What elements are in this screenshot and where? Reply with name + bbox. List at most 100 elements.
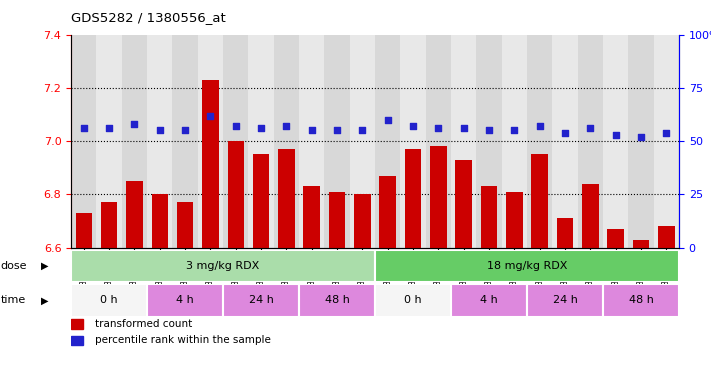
Bar — [151, 194, 168, 384]
Bar — [198, 35, 223, 248]
Text: ▶: ▶ — [41, 261, 49, 271]
Bar — [607, 229, 624, 384]
Bar — [531, 154, 548, 384]
Bar — [552, 35, 577, 248]
Bar — [375, 250, 679, 282]
Bar — [629, 35, 653, 248]
Text: dose: dose — [1, 261, 27, 271]
Bar — [122, 35, 147, 248]
Bar — [430, 146, 447, 384]
Point — [129, 121, 140, 127]
Bar — [71, 319, 83, 329]
Bar — [456, 160, 472, 384]
Text: GDS5282 / 1380556_at: GDS5282 / 1380556_at — [71, 12, 226, 25]
Point — [154, 127, 166, 134]
Bar — [248, 35, 274, 248]
Bar — [223, 35, 248, 248]
Text: 48 h: 48 h — [629, 295, 653, 306]
Point — [534, 123, 545, 129]
Bar — [253, 154, 269, 384]
Bar — [328, 192, 346, 384]
Bar — [653, 35, 679, 248]
Bar — [304, 186, 320, 384]
Bar — [324, 35, 350, 248]
Bar — [299, 284, 375, 317]
Bar — [223, 284, 299, 317]
Text: 4 h: 4 h — [480, 295, 498, 306]
Bar — [350, 35, 375, 248]
Bar — [502, 35, 527, 248]
Point — [636, 134, 647, 140]
Point — [306, 127, 317, 134]
Point — [458, 125, 469, 131]
Bar — [400, 35, 426, 248]
Bar — [405, 149, 422, 384]
Bar — [75, 213, 92, 384]
Point — [508, 127, 520, 134]
Text: transformed count: transformed count — [95, 319, 192, 329]
Bar — [506, 192, 523, 384]
Bar — [582, 184, 599, 384]
Bar — [426, 35, 451, 248]
Text: 18 mg/kg RDX: 18 mg/kg RDX — [487, 261, 567, 271]
Point — [230, 123, 242, 129]
Bar — [228, 141, 244, 384]
Bar — [603, 35, 629, 248]
Text: 24 h: 24 h — [552, 295, 577, 306]
Bar — [633, 240, 649, 384]
Point — [357, 127, 368, 134]
Point — [433, 125, 444, 131]
Bar — [451, 284, 527, 317]
Point — [407, 123, 419, 129]
Text: 0 h: 0 h — [100, 295, 118, 306]
Bar — [476, 35, 502, 248]
Point — [179, 127, 191, 134]
Bar — [71, 284, 147, 317]
Bar — [603, 284, 679, 317]
Point — [661, 129, 672, 136]
Bar — [577, 35, 603, 248]
Bar — [278, 149, 294, 384]
Bar — [274, 35, 299, 248]
Bar — [451, 35, 476, 248]
Point — [281, 123, 292, 129]
Point — [483, 127, 495, 134]
Bar — [557, 218, 573, 384]
Text: 0 h: 0 h — [405, 295, 422, 306]
Bar — [658, 227, 675, 384]
Point — [78, 125, 90, 131]
Bar — [147, 284, 223, 317]
Bar — [380, 176, 396, 384]
Text: 24 h: 24 h — [249, 295, 274, 306]
Bar — [71, 250, 375, 282]
Text: percentile rank within the sample: percentile rank within the sample — [95, 336, 270, 346]
Point — [103, 125, 114, 131]
Bar — [173, 35, 198, 248]
Point — [331, 127, 343, 134]
Bar — [97, 35, 122, 248]
Text: 48 h: 48 h — [325, 295, 350, 306]
Bar — [126, 181, 143, 384]
Text: 4 h: 4 h — [176, 295, 194, 306]
Point — [382, 117, 393, 123]
Bar — [71, 336, 83, 345]
Bar — [354, 194, 370, 384]
Bar — [71, 35, 97, 248]
Text: ▶: ▶ — [41, 295, 49, 306]
Point — [584, 125, 596, 131]
Point — [610, 132, 621, 138]
Bar — [177, 202, 193, 384]
Bar — [202, 80, 219, 384]
Bar — [481, 186, 497, 384]
Point — [255, 125, 267, 131]
Text: 3 mg/kg RDX: 3 mg/kg RDX — [186, 261, 260, 271]
Text: time: time — [1, 295, 26, 306]
Bar — [527, 35, 552, 248]
Bar — [375, 284, 451, 317]
Bar — [299, 35, 324, 248]
Point — [560, 129, 571, 136]
Bar — [375, 35, 400, 248]
Bar — [147, 35, 172, 248]
Bar — [527, 284, 603, 317]
Point — [205, 113, 216, 119]
